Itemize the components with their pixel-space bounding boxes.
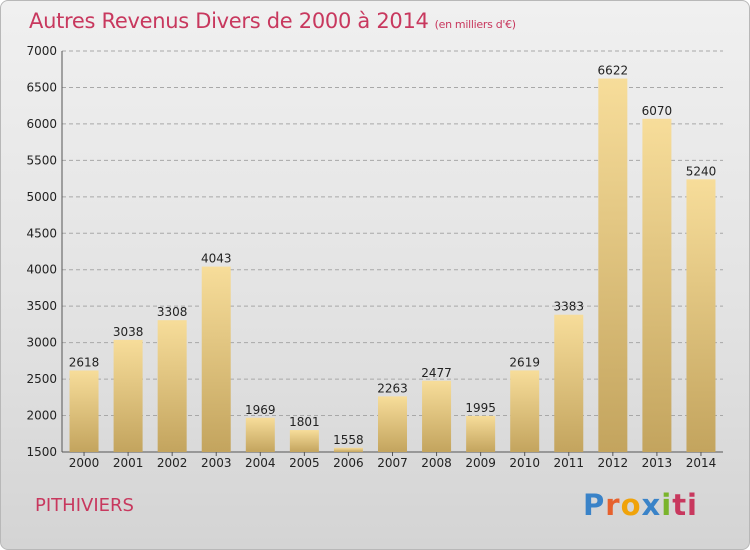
- data-label: 2477: [421, 366, 452, 380]
- data-label: 1995: [465, 401, 496, 415]
- y-tick-label: 5000: [26, 190, 57, 204]
- bar: [333, 447, 363, 452]
- y-tick-label: 1500: [26, 445, 57, 459]
- x-tick-label: 2001: [113, 456, 144, 470]
- y-tick-label: 4500: [26, 226, 57, 240]
- bar: [157, 320, 187, 452]
- y-tick-label: 2000: [26, 409, 57, 423]
- bar: [466, 415, 496, 452]
- data-label: 1801: [289, 415, 320, 429]
- data-label: 5240: [686, 164, 717, 178]
- data-label: 2263: [377, 381, 408, 395]
- x-tick-label: 2013: [642, 456, 673, 470]
- data-label: 6070: [642, 104, 673, 118]
- chart-title-text: Autres Revenus Divers de 2000 à 2014: [29, 9, 429, 33]
- x-tick-label: 2003: [201, 456, 232, 470]
- x-tick-label: 2005: [289, 456, 320, 470]
- data-label: 3038: [113, 325, 144, 339]
- chart-title: Autres Revenus Divers de 2000 à 2014 (en …: [29, 9, 516, 33]
- bar: [245, 417, 275, 452]
- data-label: 6622: [598, 64, 629, 78]
- bar: [113, 339, 143, 452]
- y-tick-label: 6000: [26, 117, 57, 131]
- data-label: 2618: [69, 355, 100, 369]
- chart-unit: (en milliers d'€): [434, 18, 516, 31]
- data-label: 2619: [509, 355, 540, 369]
- x-tick-label: 2010: [509, 456, 540, 470]
- bar: [686, 179, 716, 452]
- x-tick-label: 2008: [421, 456, 452, 470]
- y-tick-label: 7000: [26, 44, 57, 58]
- data-label: 4043: [201, 252, 232, 266]
- y-tick-label: 3500: [26, 299, 57, 313]
- x-tick-label: 2011: [553, 456, 584, 470]
- bar: [598, 78, 628, 453]
- x-tick-label: 2007: [377, 456, 408, 470]
- y-tick-label: 2500: [26, 372, 57, 386]
- data-label: 1969: [245, 403, 276, 417]
- x-tick-label: 2014: [686, 456, 717, 470]
- x-tick-label: 2012: [598, 456, 629, 470]
- bar: [642, 118, 672, 453]
- y-tick-label: 4000: [26, 263, 57, 277]
- bar: [510, 370, 540, 452]
- x-tick-label: 2002: [157, 456, 188, 470]
- data-label: 1558: [333, 433, 364, 447]
- data-label: 3308: [157, 305, 188, 319]
- proxiti-logo: Proxiti: [583, 488, 698, 522]
- data-label: 3383: [553, 300, 584, 314]
- x-tick-label: 2004: [245, 456, 276, 470]
- bar: [289, 430, 319, 452]
- bar: [422, 380, 452, 452]
- x-tick-label: 2009: [465, 456, 496, 470]
- x-tick-label: 2006: [333, 456, 364, 470]
- bar: [201, 266, 231, 452]
- y-tick-label: 3000: [26, 336, 57, 350]
- bar: [554, 314, 584, 452]
- bar: [378, 396, 407, 452]
- bar: [69, 370, 99, 452]
- x-tick-label: 2000: [69, 456, 100, 470]
- y-tick-label: 5500: [26, 153, 57, 167]
- y-tick-label: 6500: [26, 80, 57, 94]
- city-name: PITHIVIERS: [35, 495, 134, 516]
